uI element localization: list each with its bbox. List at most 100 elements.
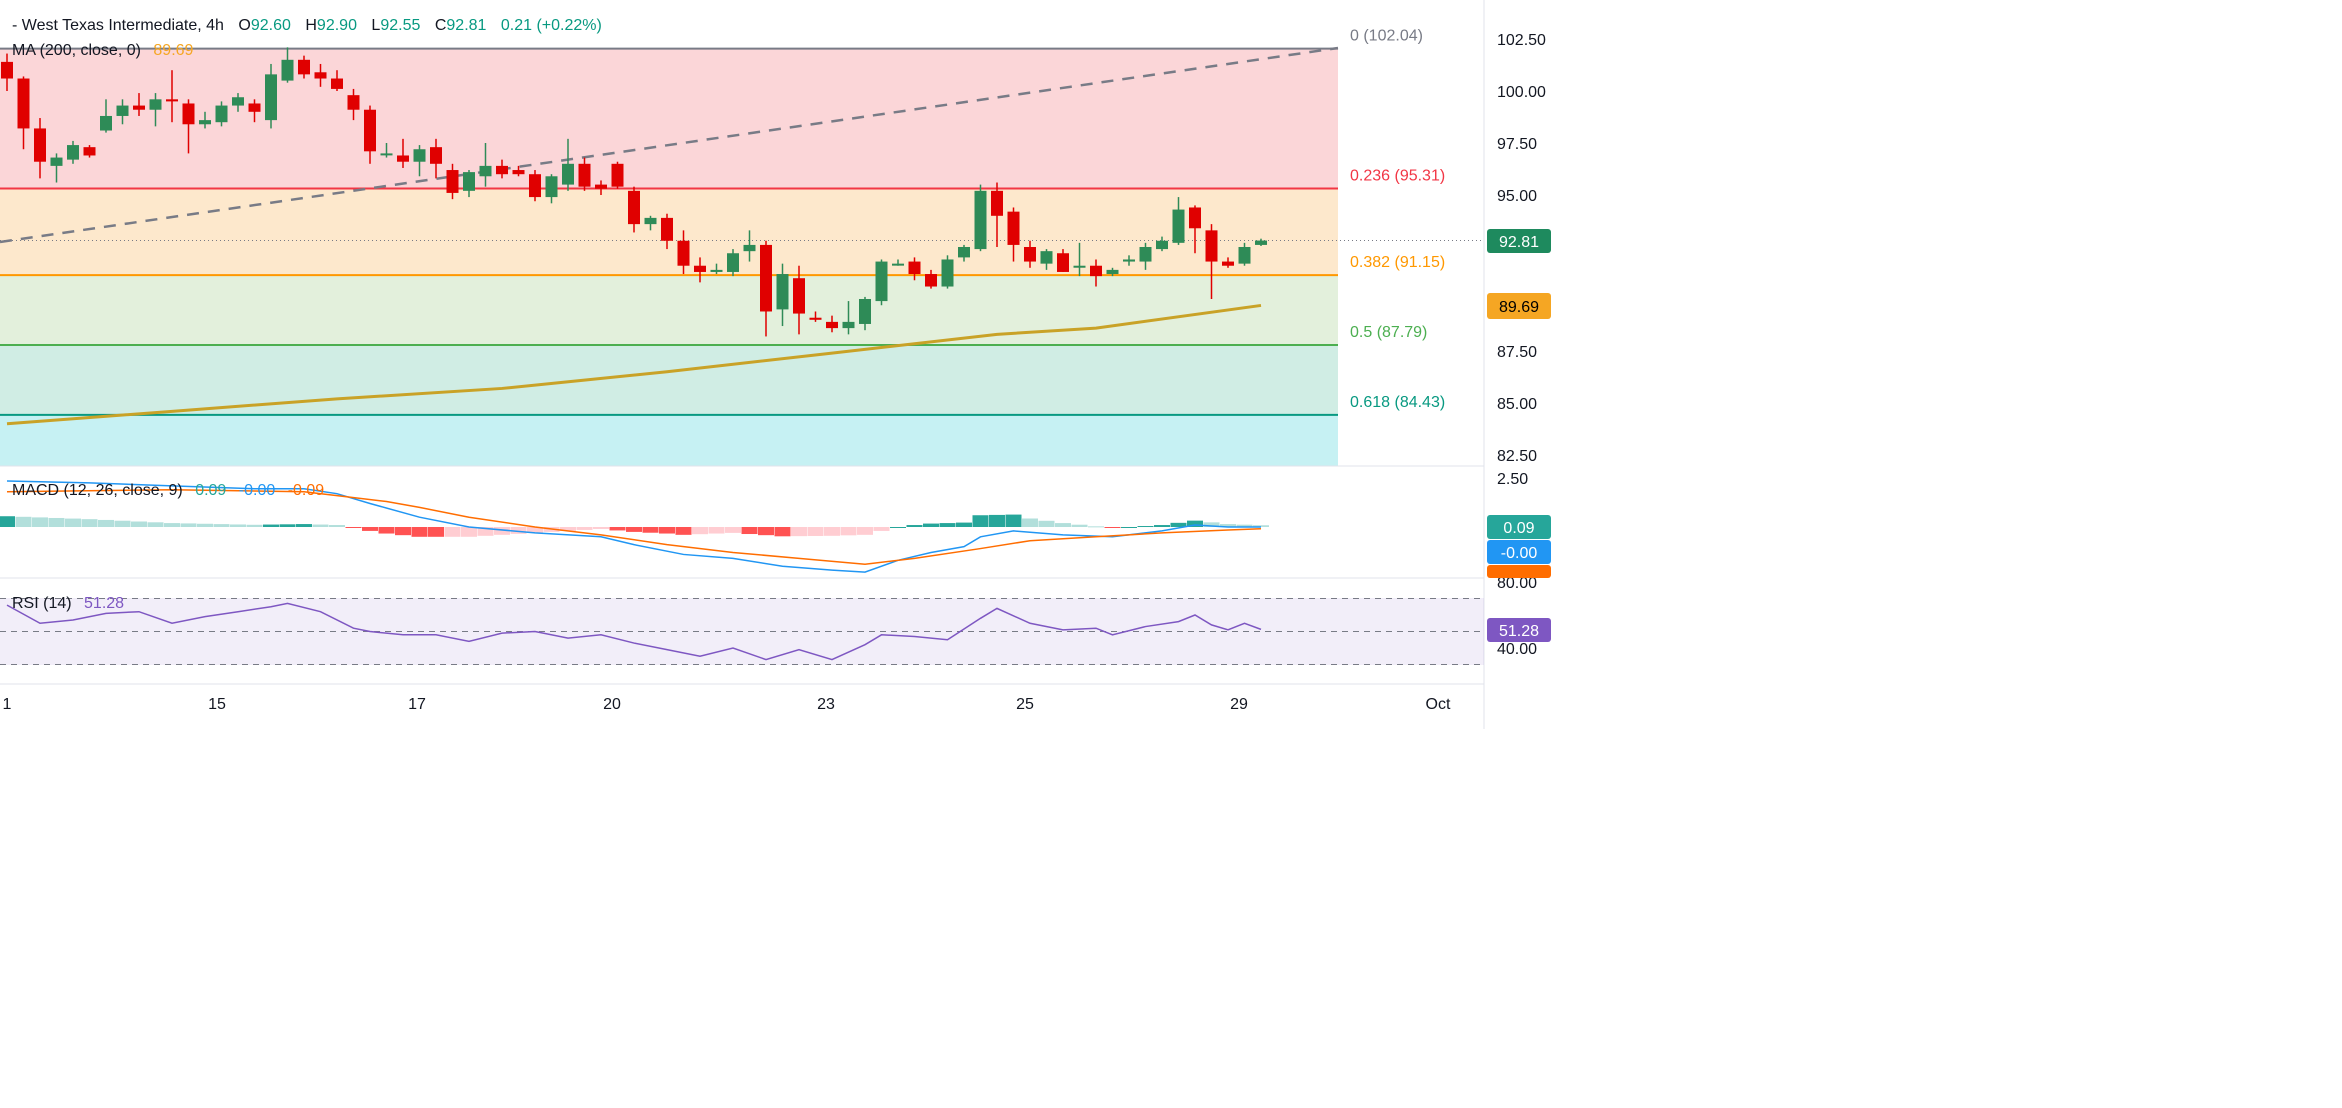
- ma200-line: [6, 303, 1262, 426]
- interval: 4h: [206, 17, 224, 34]
- low-label: L: [371, 17, 380, 34]
- candle-body: [545, 176, 558, 198]
- candle: [1090, 259, 1102, 287]
- rsi-legend[interactable]: RSI (14) 51.28: [12, 595, 124, 612]
- candle: [347, 88, 360, 121]
- macd-bar: [378, 527, 395, 534]
- candle-body: [562, 163, 574, 185]
- candle-body: [1189, 207, 1201, 229]
- macd-line-badge-label: -0.00: [1501, 545, 1538, 562]
- macd-bar: [1170, 522, 1187, 527]
- close-value: 92.81: [446, 17, 486, 34]
- macd-bar: [279, 524, 296, 527]
- candle-body: [116, 105, 129, 116]
- macd-bar: [0, 516, 15, 527]
- ma-legend[interactable]: MA (200, close, 0) 89.69: [12, 42, 194, 59]
- macd-bar: [840, 527, 857, 536]
- rsi-tick: 80.00: [1497, 575, 1537, 592]
- ma-badge: 89.69: [1487, 293, 1551, 319]
- candle: [1222, 257, 1234, 268]
- macd-bar: [593, 527, 609, 529]
- candle-body: [496, 165, 508, 175]
- candle-body: [958, 247, 970, 258]
- candle: [991, 182, 1003, 247]
- candle-body: [1139, 247, 1152, 262]
- macd-bar: [1104, 527, 1121, 528]
- time-tick: 29: [1230, 696, 1248, 713]
- candle-body: [1222, 261, 1234, 266]
- macd-bar: [1121, 527, 1137, 528]
- candle-body: [1255, 240, 1267, 245]
- macd-bar: [576, 527, 593, 530]
- fibonacci-lines: [0, 47, 1338, 416]
- candle: [578, 157, 591, 191]
- symbol-legend[interactable]: - West Texas Intermediate, 4h O92.60 H92…: [12, 17, 602, 34]
- macd-bar: [560, 527, 576, 531]
- candle: [611, 161, 624, 189]
- macd-bar: [411, 527, 428, 537]
- macd-bar: [972, 515, 989, 527]
- candle: [1007, 207, 1020, 262]
- candle: [677, 230, 690, 275]
- price-badge: 92.81: [1487, 229, 1551, 253]
- candle: [281, 47, 294, 83]
- candle: [50, 153, 63, 183]
- fibonacci-labels: 0 (102.04) 0.236 (95.31) 0.382 (91.15) 0.5 …: [1350, 28, 1445, 411]
- rsi-legend-label: RSI (14): [12, 595, 72, 612]
- macd-bar: [444, 527, 461, 537]
- macd-line: [6, 480, 1261, 573]
- candle-body: [1007, 211, 1020, 245]
- candle-body: [1123, 259, 1135, 262]
- candle-body: [1205, 230, 1218, 262]
- macd-bar: [725, 527, 741, 533]
- macd-bar: [923, 523, 939, 527]
- macd-axis[interactable]: 2.50: [1497, 471, 1528, 488]
- candle-body: [182, 103, 195, 125]
- candle: [545, 174, 558, 204]
- candle-body: [694, 265, 706, 272]
- price-tick: 102.50: [1497, 32, 1546, 49]
- candle: [694, 257, 706, 283]
- candle: [529, 170, 541, 202]
- candlesticks: [1, 47, 1267, 337]
- macd-legend-label: MACD (12, 26, close, 9): [12, 482, 183, 499]
- time-axis[interactable]: 1 15 17 20 23 25 29 Oct: [3, 696, 1451, 713]
- candle: [215, 101, 228, 127]
- candle: [760, 240, 772, 337]
- candle: [1123, 255, 1135, 266]
- macd-bar: [461, 527, 477, 537]
- candle: [512, 165, 525, 177]
- candle-body: [83, 147, 96, 156]
- chart-canvas[interactable]: 0 (102.04) 0.236 (95.31) 0.382 (91.15) 0.5 …: [0, 0, 1568, 729]
- macd-bar: [1137, 526, 1154, 528]
- candle: [17, 76, 30, 150]
- candle-body: [578, 163, 591, 187]
- macd-hist-badge-label: 0.09: [1503, 520, 1534, 537]
- rsi-axis[interactable]: 80.00 40.00: [1497, 575, 1537, 658]
- macd-bar: [774, 527, 791, 537]
- macd-bar: [1154, 525, 1170, 527]
- macd-bar: [362, 527, 378, 531]
- candle-body: [166, 99, 178, 102]
- candle: [644, 215, 657, 231]
- macd-bar: [98, 519, 114, 527]
- candle: [298, 55, 310, 79]
- macd-bar: [65, 518, 81, 527]
- macd-bar: [213, 524, 230, 527]
- macd-legend[interactable]: MACD (12, 26, close, 9) 0.09 -0.00 -0.09: [12, 482, 324, 499]
- macd-bar: [1055, 523, 1071, 527]
- candle-body: [529, 174, 541, 198]
- macd-bar: [956, 522, 972, 527]
- macd-bar: [642, 527, 659, 533]
- price-badge-label: 92.81: [1499, 234, 1539, 251]
- candle: [842, 301, 855, 335]
- high-value: 92.90: [317, 17, 357, 34]
- macd-bar: [329, 525, 345, 527]
- macd-bar: [890, 527, 906, 528]
- candle-body: [1156, 240, 1168, 250]
- candle-body: [265, 74, 277, 121]
- high-label: H: [305, 17, 317, 34]
- candle: [364, 105, 376, 164]
- trend-line[interactable]: [0, 46, 1339, 244]
- candle-body: [991, 190, 1003, 216]
